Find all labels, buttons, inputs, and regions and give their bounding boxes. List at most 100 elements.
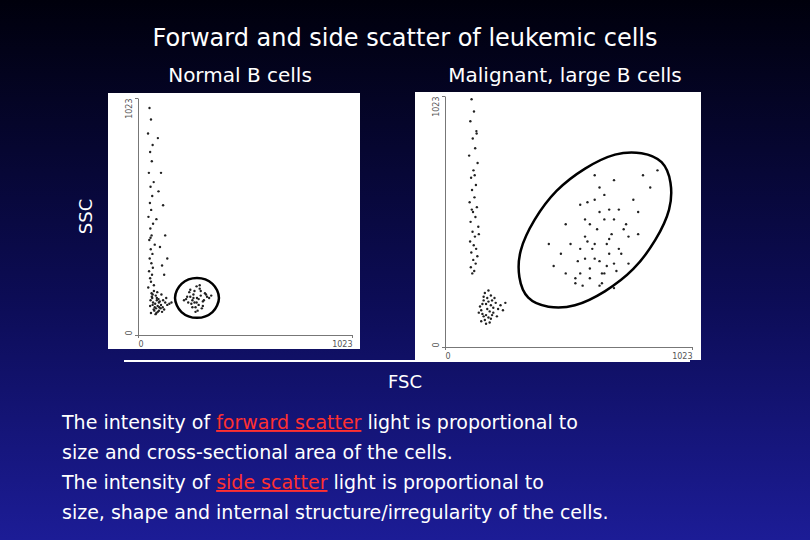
cell-event (469, 120, 471, 122)
plot-area (147, 107, 219, 318)
cell-event (193, 301, 195, 303)
cell-event (163, 274, 165, 276)
cell-event (584, 257, 586, 259)
background (0, 0, 810, 540)
cell-event (637, 233, 639, 235)
cell-event (189, 296, 191, 298)
cell-event (637, 211, 639, 213)
cell-event (194, 311, 196, 313)
cell-event (151, 253, 153, 255)
caption-text: light is proportional to (328, 471, 544, 493)
cell-event (481, 313, 483, 315)
cell-event (487, 316, 489, 318)
caption-text: forward scatter (216, 411, 361, 433)
cell-event (504, 302, 506, 304)
cell-event (586, 240, 588, 242)
y-tick-mark (442, 96, 445, 97)
caption-line: The intensity of side scatter light is p… (61, 471, 544, 493)
y-tick-mark (442, 347, 445, 348)
cell-event (148, 270, 150, 272)
cell-event (153, 309, 155, 311)
cell-event (149, 236, 151, 238)
cell-event (154, 243, 156, 245)
y-tick-mark (135, 335, 138, 336)
cell-event (163, 308, 165, 310)
cell-event (164, 234, 166, 236)
x-tick-mark (692, 347, 693, 350)
cell-event (613, 262, 615, 264)
cell-event (191, 306, 193, 308)
cell-event (160, 293, 162, 295)
cell-event (579, 248, 581, 250)
cell-event (161, 311, 163, 313)
cell-event (593, 174, 595, 176)
cell-event (591, 248, 593, 250)
cell-event (499, 304, 501, 306)
cell-event (148, 239, 150, 241)
cell-event (187, 301, 189, 303)
cell-event (472, 137, 474, 139)
cell-event (475, 248, 477, 250)
x-axis-line (139, 335, 353, 336)
cell-event (202, 305, 204, 307)
cell-event (150, 248, 152, 250)
y-tick-label: 0 (432, 342, 441, 347)
cell-event (593, 257, 595, 259)
cell-event (603, 194, 605, 196)
cell-event (581, 284, 583, 286)
y-tick-label: 1023 (432, 97, 441, 117)
y-axis-line (138, 99, 139, 336)
cell-event (155, 218, 157, 220)
x-tick: 0 (139, 335, 144, 349)
cell-event (193, 290, 195, 292)
cell-event (613, 218, 615, 220)
cell-event (593, 243, 595, 245)
slide-title: Forward and side scatter of leukemic cel… (152, 24, 657, 52)
cell-event (601, 272, 603, 274)
cell-event (552, 265, 554, 267)
cell-event (159, 307, 161, 309)
cell-event (151, 144, 153, 146)
point-series (149, 290, 173, 316)
cell-event (472, 169, 474, 171)
cell-event (160, 172, 162, 174)
cell-event (149, 227, 151, 229)
cell-event (205, 293, 207, 295)
cell-event (191, 299, 193, 301)
point-series (478, 289, 507, 325)
cell-event (472, 259, 474, 261)
plot-panel (415, 92, 701, 360)
cell-event (606, 265, 608, 267)
cell-event (185, 298, 187, 300)
cell-event (148, 172, 150, 174)
cell-event (478, 311, 480, 313)
cell-event (201, 307, 203, 309)
cell-event (190, 303, 192, 305)
cell-event (649, 186, 651, 188)
cell-event (579, 272, 581, 274)
cell-event (598, 260, 600, 262)
cell-event (560, 253, 562, 255)
cell-event (618, 208, 620, 210)
cell-event (200, 290, 202, 292)
cell-event (492, 311, 494, 313)
cell-event (492, 307, 494, 309)
cell-event (474, 147, 476, 149)
x-tick: 1023 (672, 347, 692, 361)
cell-event (574, 277, 576, 279)
cell-event (170, 301, 172, 303)
cell-event (151, 296, 153, 298)
cell-event (586, 201, 588, 203)
cell-event (615, 270, 617, 272)
cell-event (161, 306, 163, 308)
cell-event (195, 301, 197, 303)
cell-event (154, 303, 156, 305)
cell-event (473, 270, 475, 272)
cell-event (151, 304, 153, 306)
cell-event (565, 272, 567, 274)
y-axis-line (445, 97, 446, 348)
cell-event (622, 228, 624, 230)
cell-event (470, 251, 472, 253)
cell-event (150, 312, 152, 314)
cell-event (484, 319, 486, 321)
